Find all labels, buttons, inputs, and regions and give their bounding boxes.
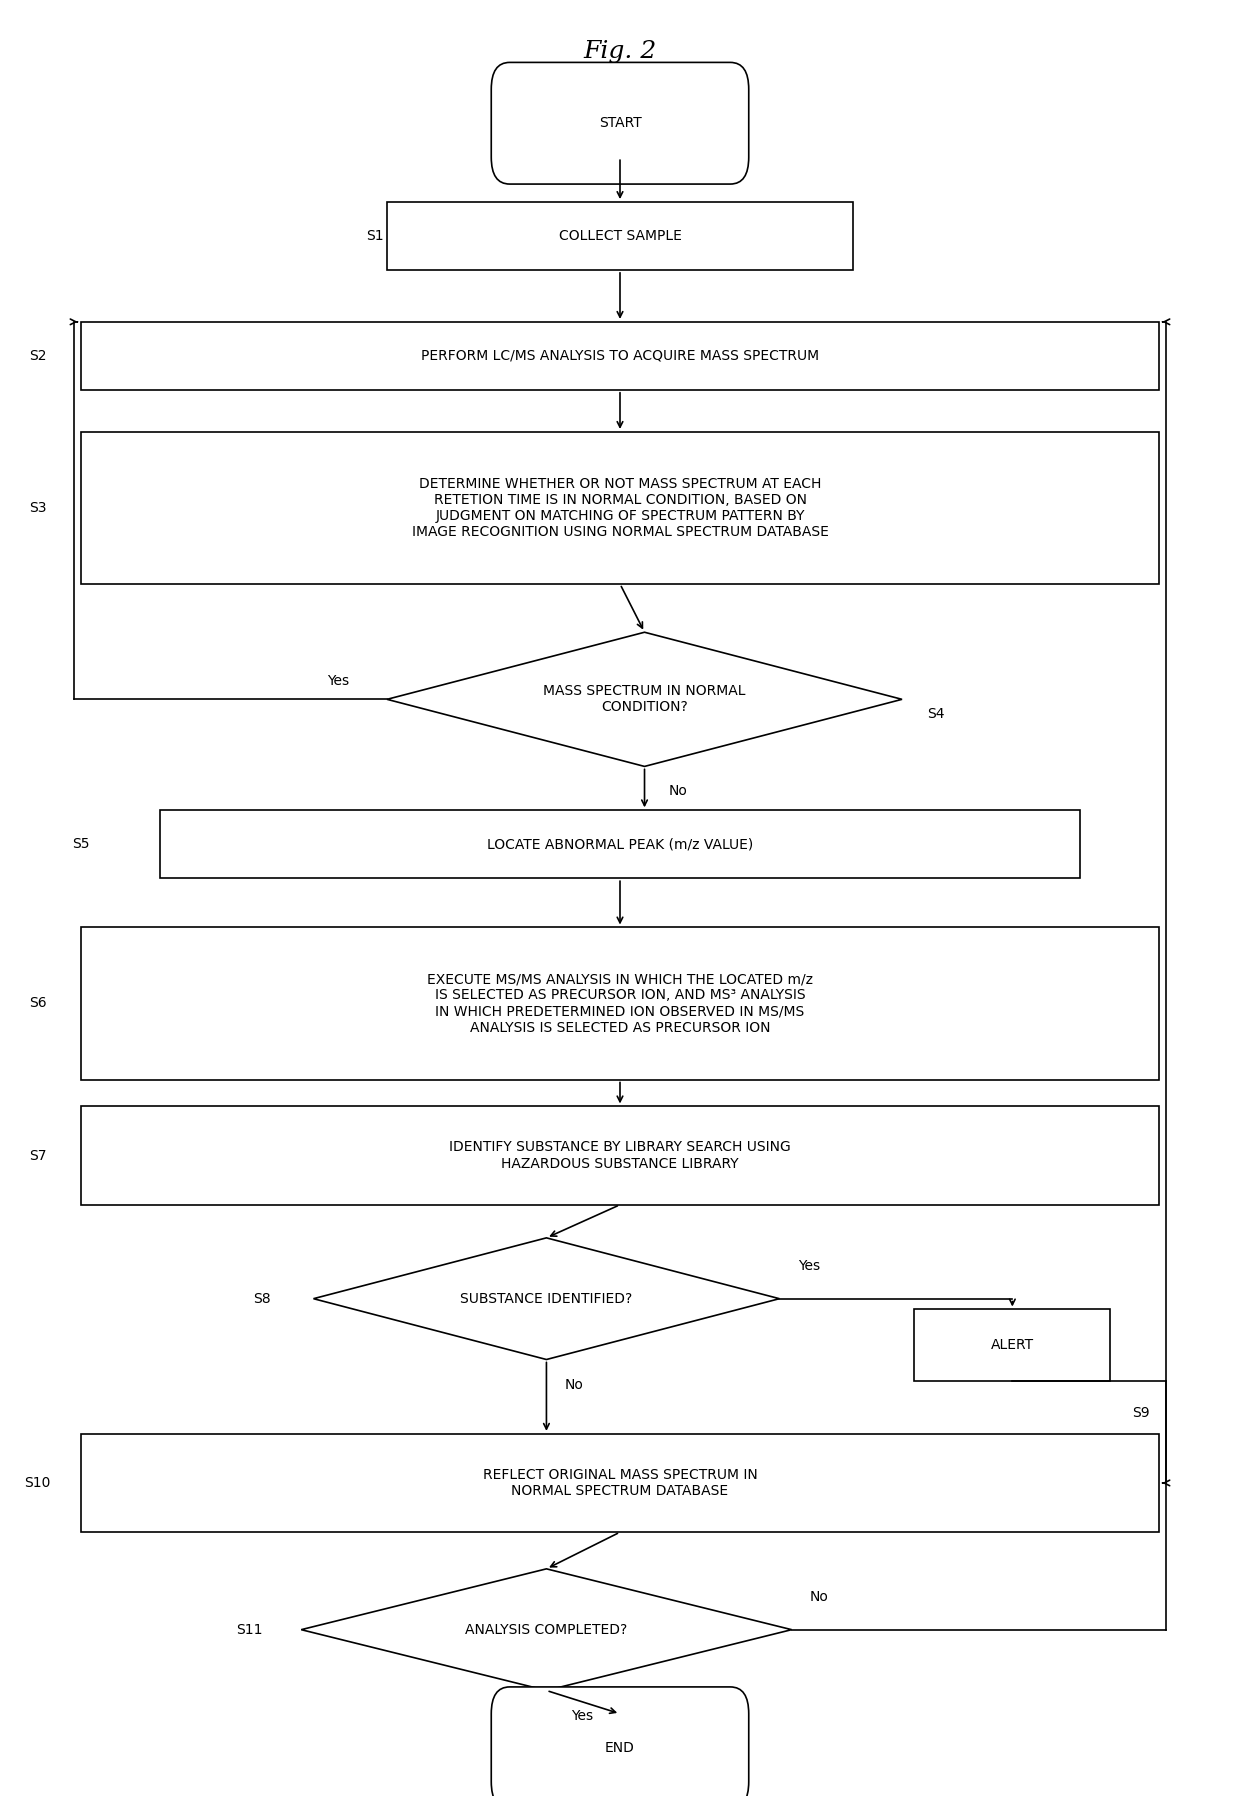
Text: Fig. 2: Fig. 2: [583, 40, 657, 63]
FancyBboxPatch shape: [491, 1688, 749, 1803]
Bar: [914, 1309, 1111, 1381]
Text: END: END: [605, 1740, 635, 1754]
Polygon shape: [387, 633, 901, 766]
Text: S7: S7: [29, 1149, 46, 1163]
Bar: [81, 1107, 1159, 1204]
Text: REFLECT ORIGINAL MASS SPECTRUM IN
NORMAL SPECTRUM DATABASE: REFLECT ORIGINAL MASS SPECTRUM IN NORMAL…: [482, 1468, 758, 1498]
Text: S5: S5: [72, 837, 89, 851]
Text: S8: S8: [253, 1291, 270, 1305]
Text: PERFORM LC/MS ANALYSIS TO ACQUIRE MASS SPECTRUM: PERFORM LC/MS ANALYSIS TO ACQUIRE MASS S…: [420, 348, 820, 362]
Text: EXECUTE MS/MS ANALYSIS IN WHICH THE LOCATED m/z
IS SELECTED AS PRECURSOR ION, AN: EXECUTE MS/MS ANALYSIS IN WHICH THE LOCA…: [427, 972, 813, 1035]
Text: Yes: Yes: [797, 1260, 820, 1273]
Text: S11: S11: [237, 1623, 263, 1637]
Polygon shape: [301, 1569, 791, 1691]
Text: Yes: Yes: [570, 1709, 593, 1722]
Text: START: START: [599, 115, 641, 130]
FancyBboxPatch shape: [491, 63, 749, 184]
Text: LOCATE ABNORMAL PEAK (m/z VALUE): LOCATE ABNORMAL PEAK (m/z VALUE): [487, 837, 753, 851]
Text: S4: S4: [928, 707, 945, 721]
Text: S3: S3: [29, 501, 46, 516]
Text: Yes: Yes: [327, 674, 348, 689]
Text: S6: S6: [29, 997, 46, 1010]
Bar: [81, 927, 1159, 1080]
Text: No: No: [810, 1590, 828, 1605]
Text: MASS SPECTRUM IN NORMAL
CONDITION?: MASS SPECTRUM IN NORMAL CONDITION?: [543, 683, 745, 714]
Text: S10: S10: [25, 1477, 51, 1489]
Text: IDENTIFY SUBSTANCE BY LIBRARY SEARCH USING
HAZARDOUS SUBSTANCE LIBRARY: IDENTIFY SUBSTANCE BY LIBRARY SEARCH USI…: [449, 1141, 791, 1170]
Bar: [81, 1433, 1159, 1533]
Bar: [81, 433, 1159, 584]
Text: No: No: [670, 784, 688, 799]
Text: ALERT: ALERT: [991, 1338, 1034, 1352]
Text: S2: S2: [29, 348, 46, 362]
Text: SUBSTANCE IDENTIFIED?: SUBSTANCE IDENTIFIED?: [460, 1291, 632, 1305]
Text: COLLECT SAMPLE: COLLECT SAMPLE: [558, 229, 682, 243]
Polygon shape: [314, 1239, 780, 1359]
Text: No: No: [565, 1377, 584, 1392]
Bar: [387, 202, 853, 270]
Text: ANALYSIS COMPLETED?: ANALYSIS COMPLETED?: [465, 1623, 627, 1637]
Text: S9: S9: [1132, 1406, 1149, 1421]
Text: S1: S1: [366, 229, 383, 243]
Text: DETERMINE WHETHER OR NOT MASS SPECTRUM AT EACH
RETETION TIME IS IN NORMAL CONDIT: DETERMINE WHETHER OR NOT MASS SPECTRUM A…: [412, 476, 828, 539]
Bar: [160, 810, 1080, 878]
Bar: [81, 321, 1159, 389]
